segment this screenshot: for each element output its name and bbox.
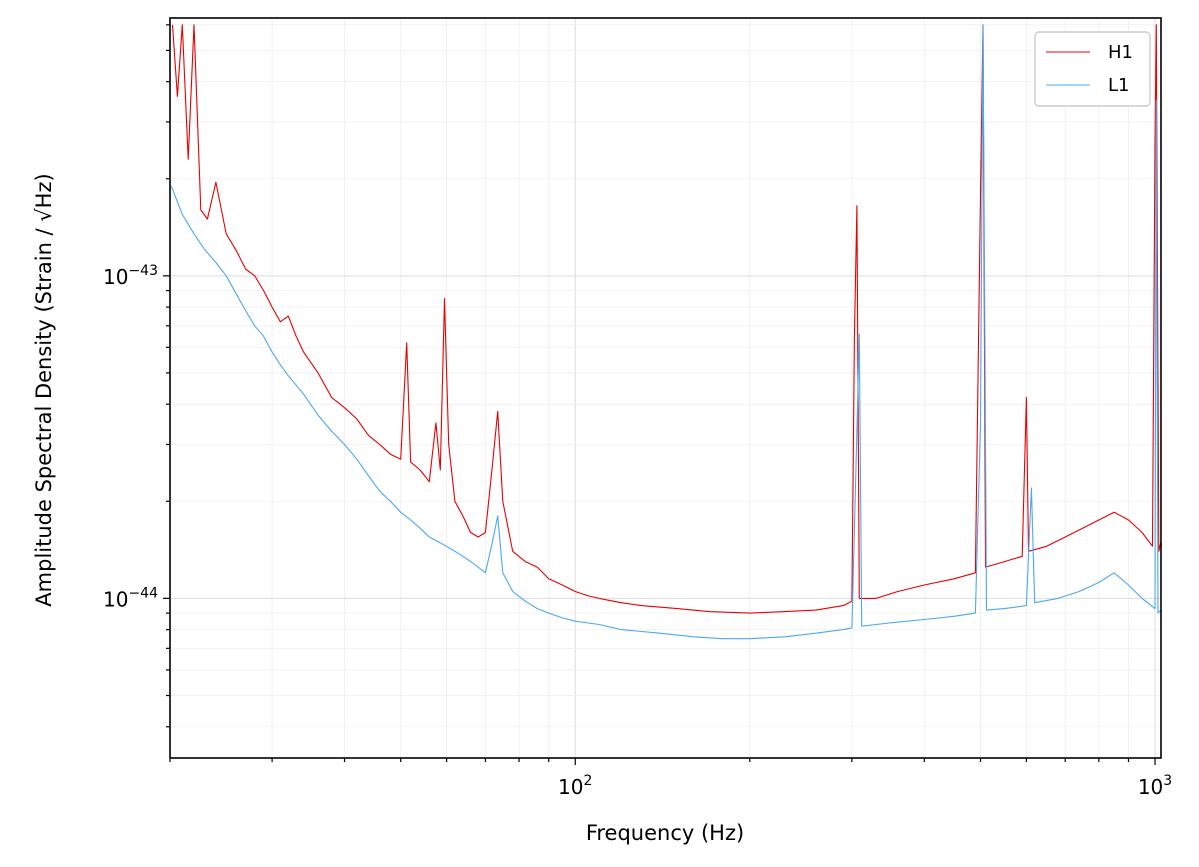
series-line-h1 [171, 24, 1161, 614]
y-axis-label: Amplitude Spectral Density (Strain / √Hz… [32, 173, 56, 606]
series-line-l1 [170, 24, 1161, 640]
grid-lines [169, 18, 1161, 758]
legend-box [1034, 31, 1151, 107]
legend: H1 L1 [1034, 31, 1151, 107]
series-lines [170, 24, 1161, 640]
x-tick-label: 103 [1138, 773, 1172, 799]
plot-area [170, 18, 1161, 758]
legend-label-h1: H1 [1108, 42, 1133, 63]
plot-frame [169, 17, 1162, 759]
legend-label-l1: L1 [1108, 75, 1129, 96]
x-tick-label: 102 [558, 773, 592, 799]
y-tick-label: 10−43 [103, 263, 158, 289]
axis-ticks: 102 103 10−44 10−43 [103, 24, 1172, 799]
x-axis-label: Frequency (Hz) [586, 821, 744, 845]
y-tick-label: 10−44 [103, 585, 158, 611]
